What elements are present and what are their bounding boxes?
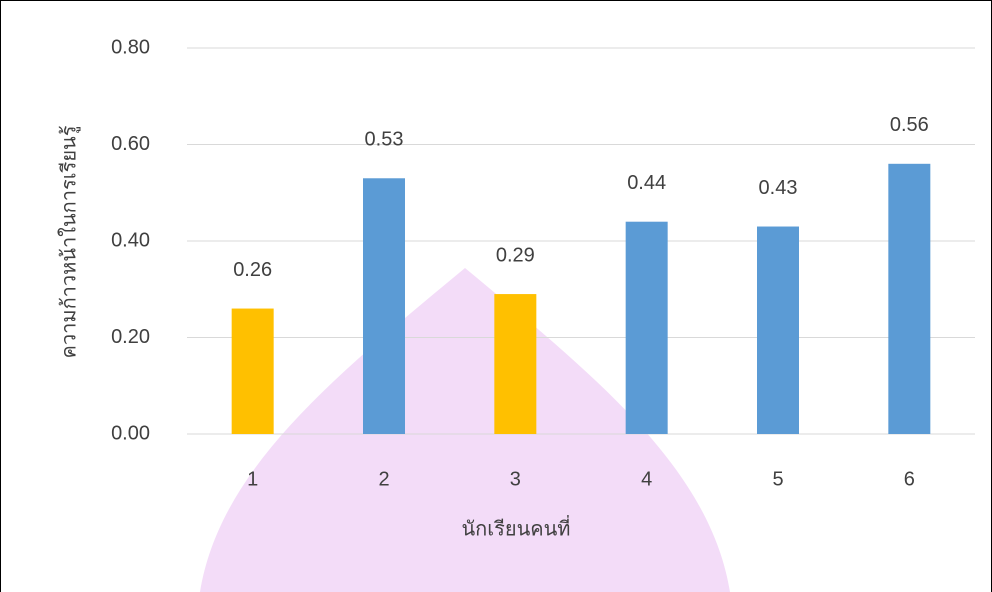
bar [888, 164, 930, 434]
y-axis-title: ความก้าวหน้าในการเรียนรู้ [57, 125, 81, 358]
data-label: 0.44 [627, 172, 666, 194]
x-tick-label: 3 [510, 468, 521, 490]
x-tick-label: 1 [247, 468, 258, 490]
y-tick-label: 0.60 [111, 133, 150, 155]
bar [494, 294, 536, 434]
data-label: 0.53 [365, 129, 404, 151]
chart: นักเรียนคนที่ ความก้าวหน้าในการเรียนรู้ … [0, 0, 992, 592]
x-tick-label: 2 [378, 468, 389, 490]
x-axis-title: นักเรียนคนที่ [462, 514, 571, 540]
data-label: 0.43 [759, 177, 798, 199]
data-label: 0.29 [496, 244, 535, 266]
bar [757, 227, 799, 434]
bar [363, 178, 405, 434]
x-tick-label: 5 [772, 468, 783, 490]
x-tick-label: 4 [641, 468, 652, 490]
data-label: 0.26 [233, 259, 272, 281]
y-tick-label: 0.80 [111, 36, 150, 58]
bar [626, 222, 668, 434]
y-tick-label: 0.20 [111, 326, 150, 348]
y-tick-label: 0.40 [111, 229, 150, 251]
y-tick-label: 0.00 [111, 422, 150, 444]
x-tick-label: 6 [904, 468, 915, 490]
bar [232, 309, 274, 434]
data-label: 0.56 [890, 114, 929, 136]
page: {"chart_data": {"type": "bar", "x_label"… [0, 0, 992, 592]
